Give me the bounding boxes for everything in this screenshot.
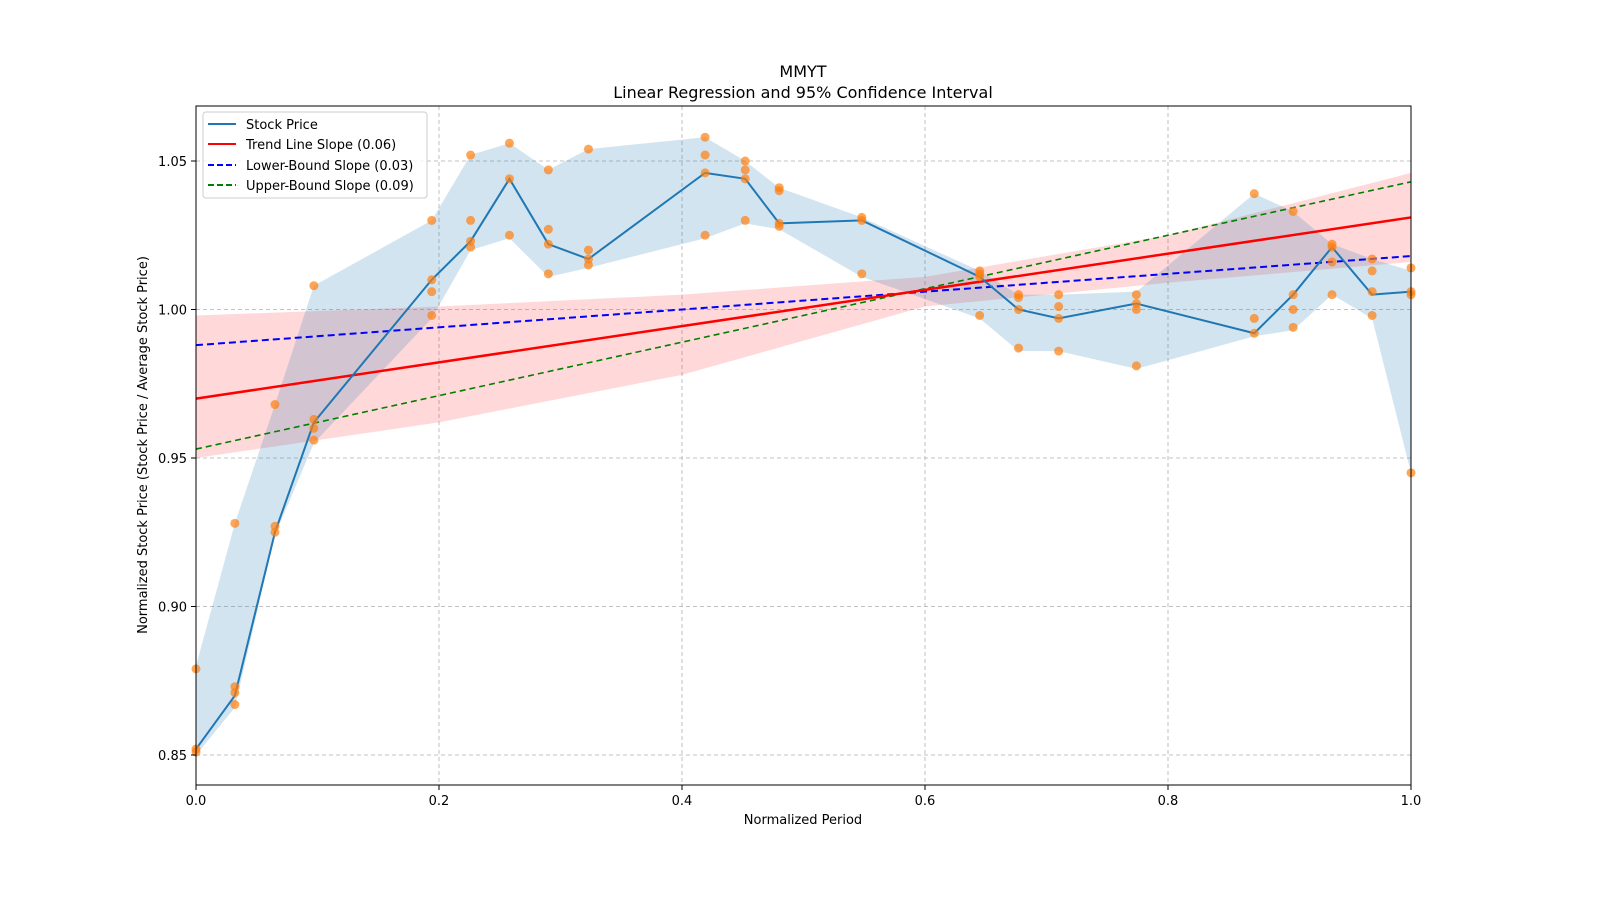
scatter-point: [740, 174, 750, 184]
scatter-point: [700, 150, 710, 160]
scatter-point: [504, 138, 514, 148]
scatter-point: [543, 269, 553, 279]
scatter-point: [774, 221, 784, 231]
scatter-point: [1327, 257, 1337, 267]
y-tick-label: 0.95: [158, 452, 187, 467]
scatter-point: [1054, 302, 1064, 312]
y-tick-label: 0.85: [158, 749, 187, 764]
scatter-point: [1288, 206, 1298, 216]
scatter-point: [1367, 287, 1377, 297]
scatter-point: [1131, 290, 1141, 300]
y-tick-label: 1.00: [158, 304, 187, 319]
upper-bound-line: [195, 181, 1412, 450]
scatter-point: [309, 414, 319, 424]
scatter-point: [543, 239, 553, 249]
scatter-point: [504, 230, 514, 240]
scatter-point: [543, 224, 553, 234]
scatter-point: [700, 230, 710, 240]
y-tick-label: 0.90: [158, 601, 187, 616]
scatter-point: [1288, 290, 1298, 300]
scatter-point: [700, 168, 710, 178]
y-tick-label: 1.05: [158, 155, 187, 170]
scatter-point: [230, 700, 240, 710]
stock-price-line: [195, 171, 1412, 750]
scatter-point: [975, 272, 985, 282]
scatter-point: [1249, 328, 1259, 338]
scatter-point: [543, 165, 553, 175]
x-axis-label: Normalized Period: [744, 813, 862, 828]
grid: [196, 106, 1411, 785]
legend-label-lower-bound: Lower-Bound Slope (0.03): [246, 159, 413, 174]
scatter-point: [1367, 266, 1377, 276]
scatter-point: [1014, 305, 1024, 314]
stock-price-series: [195, 171, 1412, 750]
scatter-point: [1367, 254, 1377, 264]
scatter-point: [583, 260, 593, 270]
scatter-point: [270, 400, 280, 410]
scatter-point: [309, 423, 319, 433]
scatter-point: [1288, 305, 1298, 314]
x-tick-label: 0.2: [429, 794, 450, 809]
scatter-point: [427, 310, 437, 320]
scatter-point: [427, 287, 437, 297]
scatter-point: [1014, 343, 1024, 353]
scatter-point: [466, 215, 476, 225]
scatter-point: [740, 215, 750, 225]
legend-label-upper-bound: Upper-Bound Slope (0.09): [246, 179, 414, 194]
scatter-point: [230, 688, 240, 698]
scatter-point: [270, 527, 280, 537]
scatter-point: [740, 156, 750, 166]
scatter-point: [1054, 290, 1064, 300]
scatter-point: [466, 242, 476, 252]
y-axis-ticks: 0.85 0.90 0.95 1.00 1.05: [158, 155, 196, 764]
scatter-point: [1327, 242, 1337, 252]
scatter-point: [427, 275, 437, 285]
chart-subtitle: Linear Regression and 95% Confidence Int…: [613, 83, 993, 102]
legend-label-trend-line: Trend Line Slope (0.06): [245, 138, 396, 153]
scatter-point: [1327, 290, 1337, 300]
scatter-point: [1131, 305, 1141, 314]
confidence-bands: [196, 137, 1411, 756]
x-tick-label: 0.0: [186, 794, 207, 809]
trend-line: [195, 216, 1412, 400]
x-tick-label: 0.8: [1158, 794, 1179, 809]
scatter-point: [230, 518, 240, 528]
scatter-point: [1249, 189, 1259, 199]
scatter-point: [1131, 361, 1141, 371]
legend-box: [202, 111, 428, 199]
legend: Stock Price Trend Line Slope (0.06) Lowe…: [202, 111, 428, 199]
scatter-point: [1054, 346, 1064, 356]
scatter-point: [427, 215, 437, 225]
scatter-point: [309, 435, 319, 445]
scatter-point: [466, 150, 476, 160]
x-axis-ticks: 0.0 0.2 0.4 0.6 0.8 1.0: [186, 785, 1422, 809]
legend-label-stock-price: Stock Price: [246, 118, 318, 133]
scatter-point: [700, 132, 710, 142]
scatter-point: [583, 245, 593, 255]
x-tick-label: 1.0: [1401, 794, 1422, 809]
scatter-point: [1367, 310, 1377, 320]
scatter-points: [191, 132, 1416, 757]
chart-title: MMYT: [779, 62, 826, 81]
scatter-point: [309, 281, 319, 291]
stock-price-confidence-band: [196, 137, 1411, 756]
scatter-point: [857, 269, 867, 279]
x-tick-label: 0.6: [915, 794, 936, 809]
scatter-point: [740, 165, 750, 175]
scatter-point: [774, 186, 784, 196]
regression-lines: [195, 181, 1412, 450]
scatter-point: [1054, 313, 1064, 323]
y-axis-label: Normalized Stock Price (Stock Price / Av…: [136, 256, 151, 634]
x-tick-label: 0.4: [672, 794, 693, 809]
scatter-point: [1249, 313, 1259, 323]
scatter-point: [504, 174, 514, 184]
lower-bound-line: [195, 255, 1412, 347]
scatter-point: [1014, 293, 1024, 303]
scatter-point: [857, 215, 867, 225]
scatter-point: [975, 310, 985, 320]
plot-frame: [195, 105, 1412, 786]
scatter-point: [1288, 322, 1298, 332]
scatter-point: [583, 144, 593, 154]
